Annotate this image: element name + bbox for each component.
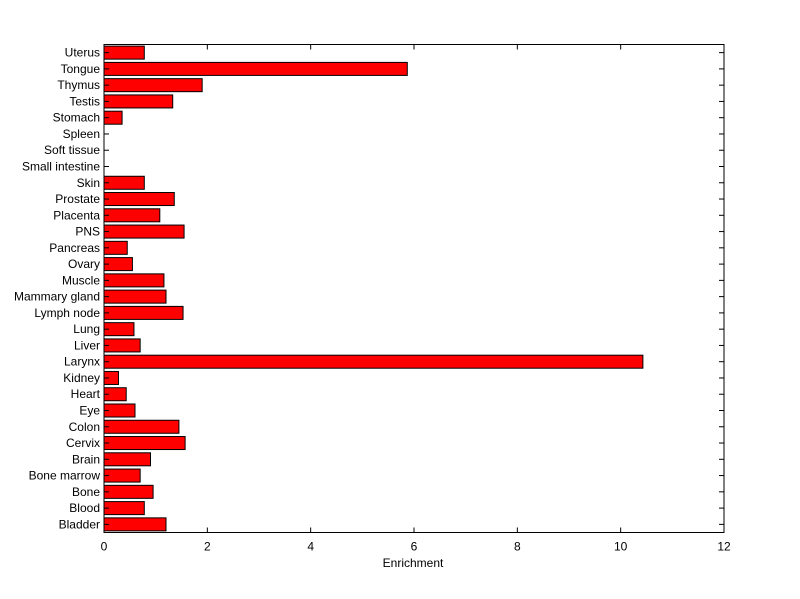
- y-tick-label: Uterus: [65, 46, 100, 60]
- y-tick-label: Tongue: [61, 62, 101, 76]
- y-tick-label: Bone: [72, 485, 100, 499]
- bar: [103, 517, 167, 532]
- bar: [103, 224, 185, 239]
- bar: [103, 192, 175, 207]
- bar: [103, 452, 151, 467]
- y-tick-label: Eye: [79, 404, 100, 418]
- y-tick-label: Colon: [69, 420, 100, 434]
- y-tick-label: Placenta: [53, 208, 100, 222]
- x-axis-label: Enrichment: [383, 556, 444, 570]
- bar: [103, 484, 154, 499]
- x-tick-label: 8: [514, 540, 521, 554]
- x-tick-label: 0: [101, 540, 108, 554]
- x-tick-label: 6: [411, 540, 418, 554]
- y-tick-label: Muscle: [62, 273, 100, 287]
- y-tick-label: Mammary gland: [14, 290, 100, 304]
- y-tick-label: Kidney: [63, 371, 100, 385]
- bar: [103, 338, 141, 353]
- y-tick-label: Heart: [71, 387, 101, 401]
- bar: [103, 273, 165, 288]
- bar: [103, 289, 167, 304]
- bar: [103, 94, 174, 109]
- x-tick-label: 12: [717, 540, 731, 554]
- x-tick-label: 2: [204, 540, 211, 554]
- bar: [103, 468, 141, 483]
- bar: [103, 305, 184, 320]
- x-ticks-group: 0 2 4 6 8 10 12: [101, 44, 731, 554]
- bar: [103, 78, 203, 93]
- plot-frame: [103, 44, 725, 533]
- y-tick-label: Pancreas: [49, 241, 100, 255]
- y-tick-label: Small intestine: [22, 160, 100, 174]
- y-tick-label: Bladder: [59, 517, 100, 531]
- bar: [103, 354, 644, 369]
- y-tick-label: Thymus: [57, 78, 100, 92]
- bar: [103, 61, 408, 76]
- y-tick-label: Ovary: [68, 257, 100, 271]
- y-tick-label: Prostate: [55, 192, 100, 206]
- y-tick-label: Bone marrow: [29, 469, 101, 483]
- y-tick-label: Spleen: [63, 127, 100, 141]
- y-tick-label: Lymph node: [34, 306, 100, 320]
- bar: [103, 436, 186, 451]
- bar: [103, 45, 145, 60]
- bar: [103, 501, 145, 516]
- y-tick-label: Cervix: [66, 436, 100, 450]
- y-tick-label: PNS: [75, 225, 100, 239]
- x-tick-label: 10: [614, 540, 628, 554]
- y-tick-label: Brain: [72, 452, 100, 466]
- bar: [103, 175, 145, 190]
- y-tick-label: Skin: [77, 176, 100, 190]
- y-tick-label: Stomach: [53, 111, 100, 125]
- x-tick-label: 4: [307, 540, 314, 554]
- y-tick-label: Soft tissue: [44, 143, 100, 157]
- bar: [103, 419, 180, 434]
- y-tick-label: Blood: [69, 501, 100, 515]
- bar: [103, 208, 161, 223]
- y-tick-label: Larynx: [64, 355, 100, 369]
- y-tick-label: Lung: [73, 322, 100, 336]
- y-tick-label: Testis: [69, 94, 100, 108]
- y-ticks-group: Uterus Tongue Thymus Testis Stomach Spleen Sof…: [14, 46, 724, 531]
- y-tick-label: Liver: [74, 338, 100, 352]
